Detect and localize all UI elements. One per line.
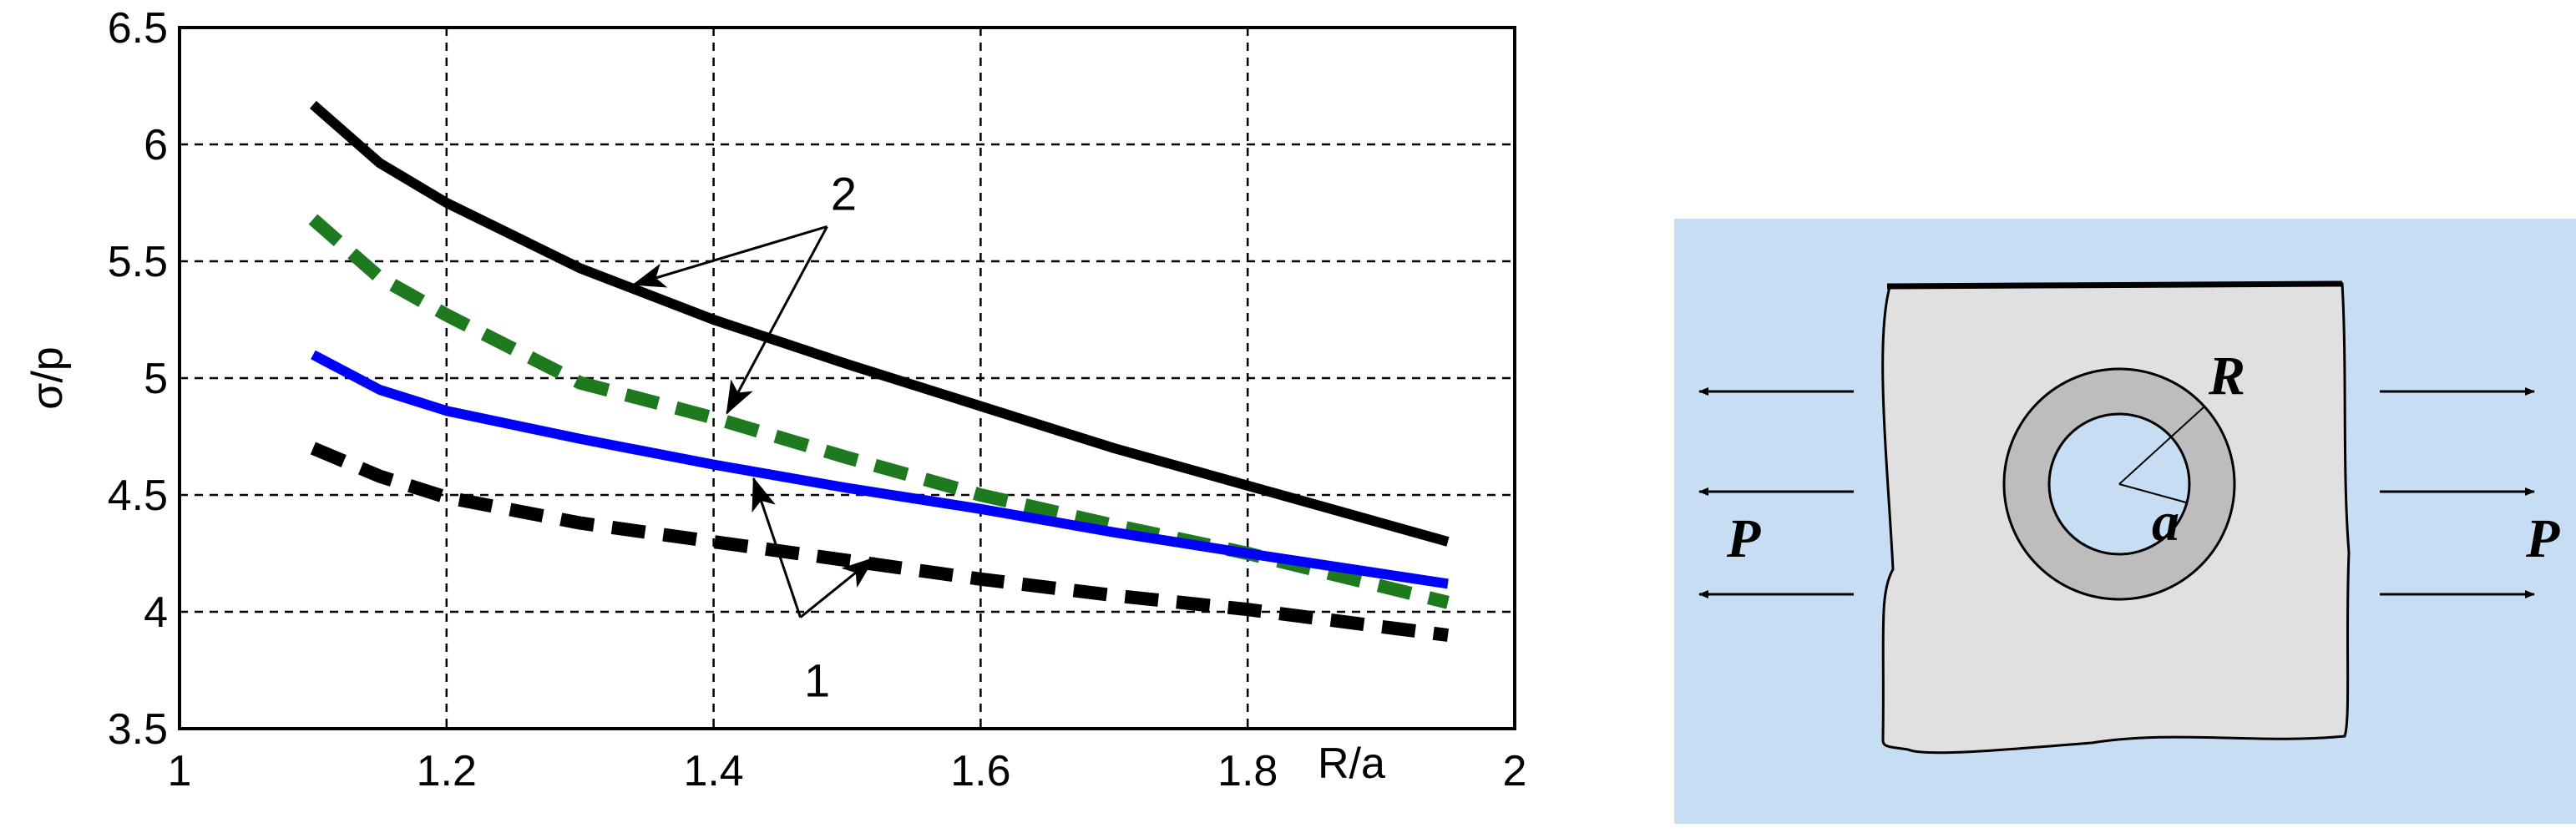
x-axis-title: R/a (1318, 740, 1385, 788)
y-axis-title: σ/p (23, 346, 72, 409)
plate-top-edge (1886, 280, 2343, 290)
grid (180, 28, 1515, 729)
plate-diagram: R a P P (1674, 219, 2576, 824)
y-tick-label: 6 (144, 121, 168, 169)
series-line-1 (309, 100, 1450, 547)
right-load-label: P (2525, 508, 2560, 569)
outer-radius-label: R (2208, 346, 2245, 406)
tick-labels: 1 1.2 1.4 1.6 1.8 2 3.5 4 4.5 5 5.5 6 6.5 (108, 4, 1527, 795)
inner-radius-label: a (2152, 492, 2179, 553)
x-tick-label: 1.6 (950, 747, 1010, 795)
y-tick-label: 3.5 (108, 705, 168, 754)
series-lines (308, 100, 1450, 642)
x-tick-label: 1.4 (683, 747, 743, 795)
annotation-label-1: 1 (804, 654, 830, 707)
series-line-2 (308, 214, 1450, 609)
y-tick-label: 6.5 (108, 4, 168, 53)
plot-frame (178, 26, 1516, 730)
annotation-label-2: 2 (831, 167, 857, 220)
annotation-arrow (799, 557, 876, 618)
x-tick-label: 1 (168, 747, 192, 795)
left-load-label: P (1726, 508, 1761, 569)
x-tick-label: 1.2 (417, 747, 477, 795)
stress-chart: 21 1 1.2 1.4 1.6 1.8 23.544.555.566.5 R/a σ/p (23, 4, 1527, 795)
x-tick-label: 2 (1503, 747, 1527, 795)
annotation-arrow (631, 225, 827, 288)
x-tick-label: 1.8 (1217, 747, 1278, 795)
annotation-arrow (726, 225, 828, 415)
y-tick-label: 5 (144, 355, 168, 403)
y-tick-label: 4.5 (108, 472, 168, 520)
y-tick-label: 4 (144, 588, 168, 637)
outer-radius-line (2118, 406, 2204, 485)
annotation-arrow (752, 477, 802, 618)
inner-radius-line (2118, 483, 2187, 503)
series-line-4 (310, 442, 1450, 642)
y-tick-label: 5.5 (108, 238, 168, 286)
series-line-3 (311, 350, 1449, 589)
annotations: 21 (631, 167, 876, 707)
